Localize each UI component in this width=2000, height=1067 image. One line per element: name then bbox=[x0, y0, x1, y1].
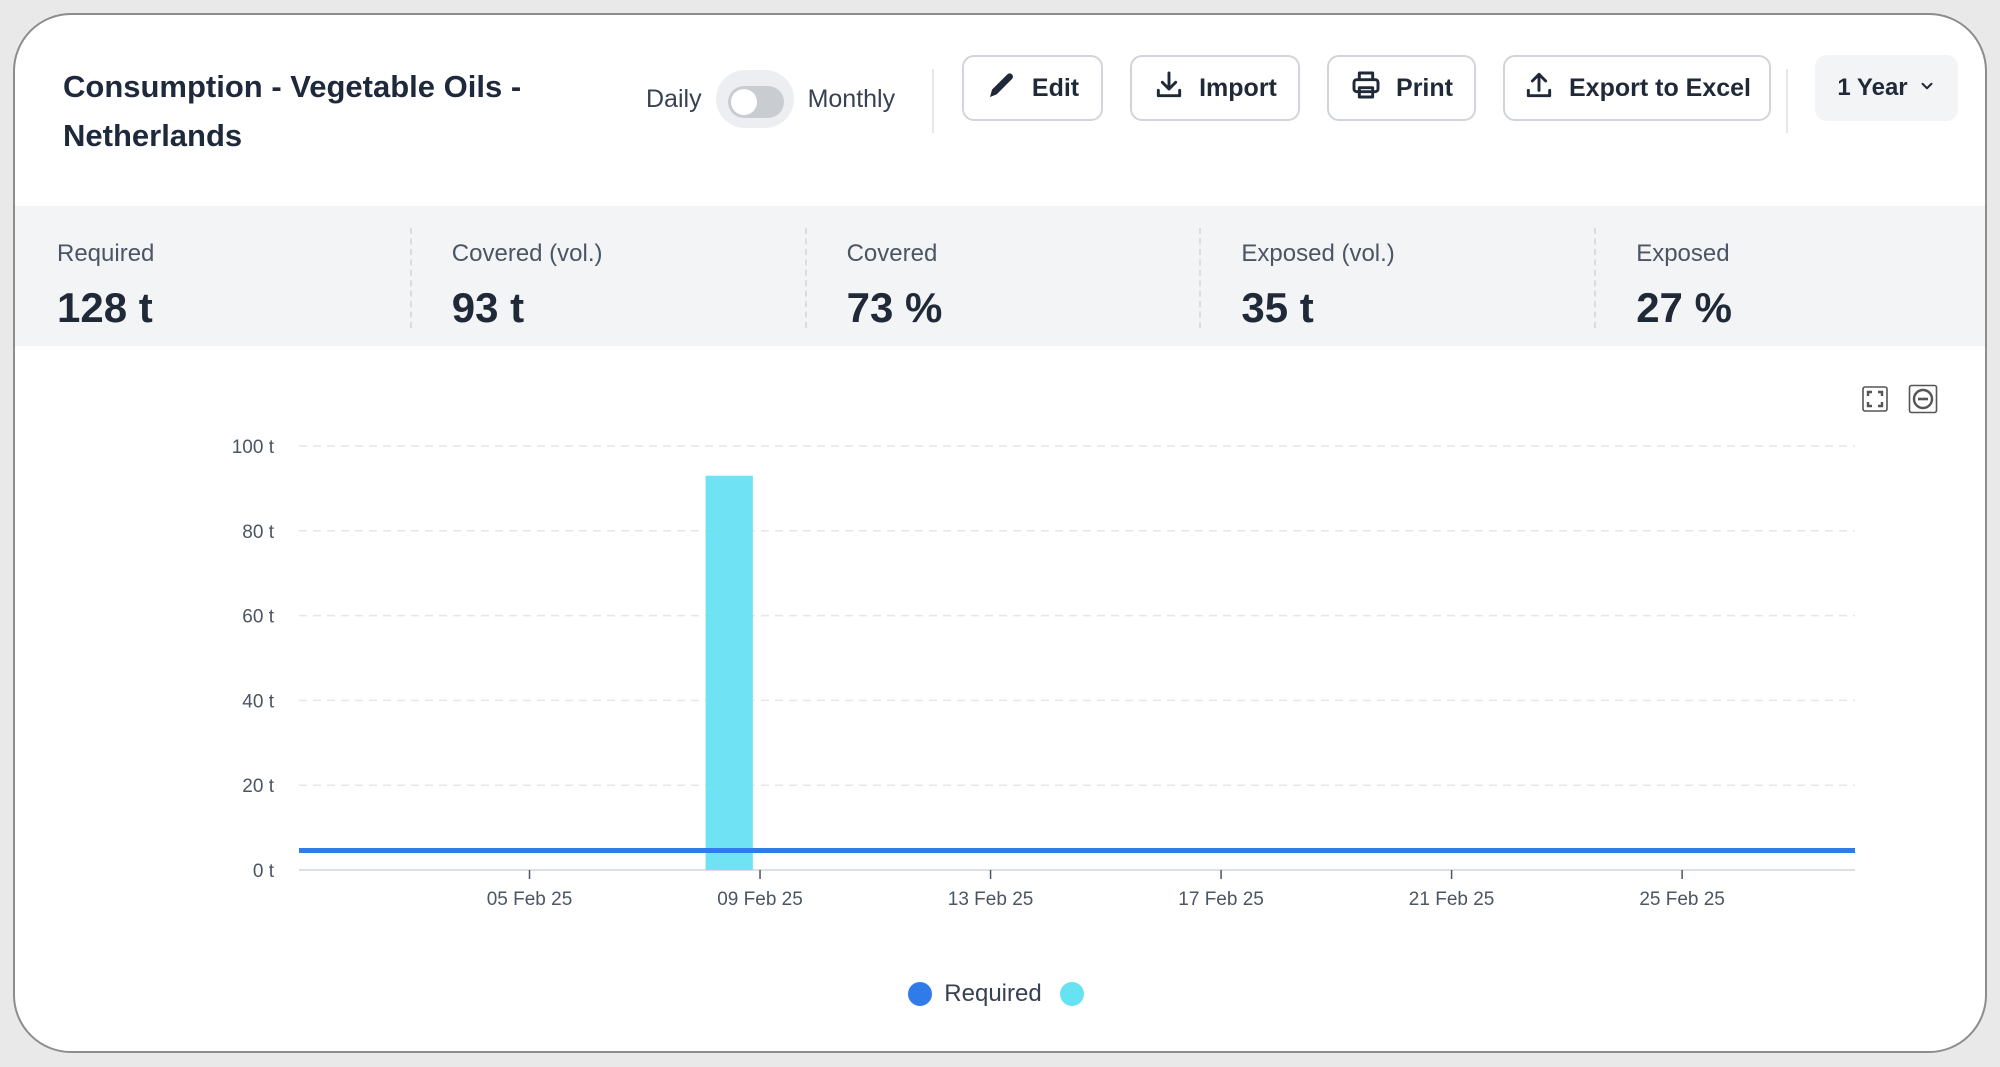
pencil-icon bbox=[986, 69, 1018, 108]
fullscreen-icon[interactable] bbox=[1860, 384, 1890, 414]
header-divider-2 bbox=[1786, 69, 1788, 133]
legend-marker-required[interactable] bbox=[908, 982, 933, 1006]
stat-label: Exposed bbox=[1636, 240, 1730, 267]
x-tick-label: 17 Feb 25 bbox=[1178, 889, 1264, 910]
x-tick-label: 25 Feb 25 bbox=[1639, 889, 1725, 910]
export-to-excel-button[interactable]: Export to Excel bbox=[1503, 55, 1771, 121]
x-tick-label: 21 Feb 25 bbox=[1409, 889, 1495, 910]
chart-legend: Required bbox=[15, 980, 1985, 1008]
legend-label-required[interactable]: Required bbox=[944, 980, 1042, 1007]
print-button-label: Print bbox=[1396, 73, 1453, 102]
x-tick-label: 13 Feb 25 bbox=[948, 889, 1034, 910]
x-tick-label: 09 Feb 25 bbox=[717, 889, 803, 910]
consumption-chart: 0 t 20 t 40 t 60 t 80 t 100 t 05 Feb 25 09 Feb … bbox=[232, 437, 1855, 910]
time-range-select[interactable]: 1 Year bbox=[1815, 55, 1958, 121]
stat-covered-percent: Covered 73 % bbox=[804, 206, 1200, 346]
header-divider bbox=[932, 69, 934, 133]
stat-exposed-volume: Exposed (vol.) 35 t bbox=[1199, 206, 1594, 346]
download-icon bbox=[1153, 69, 1185, 108]
stat-value: 93 t bbox=[451, 284, 525, 331]
import-button[interactable]: Import bbox=[1130, 55, 1300, 121]
y-tick-label: 0 t bbox=[253, 861, 275, 882]
legend-marker-covered[interactable] bbox=[1059, 982, 1084, 1006]
consumption-card: Consumption - Vegetable Oils - Netherlan… bbox=[13, 13, 1987, 1053]
y-tick-label: 100 t bbox=[232, 437, 275, 458]
y-tick-label: 80 t bbox=[242, 522, 274, 543]
zoom-reset-icon[interactable] bbox=[1908, 384, 1938, 414]
stat-value: 35 t bbox=[1241, 284, 1314, 331]
x-tick-label: 05 Feb 25 bbox=[487, 889, 573, 910]
switch-knob bbox=[730, 89, 757, 115]
time-range-value: 1 Year bbox=[1837, 74, 1908, 101]
stat-value: 73 % bbox=[846, 284, 943, 331]
edit-button[interactable]: Edit bbox=[962, 55, 1103, 121]
stat-covered-volume: Covered (vol.) 93 t bbox=[409, 206, 805, 346]
covered-bar bbox=[705, 475, 753, 870]
stat-value: 128 t bbox=[57, 284, 153, 331]
toggle-label-monthly[interactable]: Monthly bbox=[807, 84, 896, 113]
stat-label: Required bbox=[57, 240, 155, 267]
page-title: Consumption - Vegetable Oils - Netherlan… bbox=[63, 69, 522, 153]
stat-label: Covered (vol.) bbox=[451, 240, 603, 267]
stat-required: Required 128 t bbox=[15, 206, 410, 346]
chevron-down-icon bbox=[1918, 74, 1936, 102]
chart-area: 0 t 20 t 40 t 60 t 80 t 100 t 05 Feb 25 09 Feb … bbox=[15, 346, 1985, 1051]
toggle-label-daily[interactable]: Daily bbox=[646, 84, 702, 113]
printer-icon bbox=[1350, 69, 1382, 108]
stat-value: 27 % bbox=[1636, 284, 1732, 331]
daily-monthly-switch[interactable] bbox=[715, 70, 794, 128]
period-toggle: Daily Monthly bbox=[646, 69, 895, 129]
stat-label: Covered bbox=[846, 240, 938, 267]
edit-button-label: Edit bbox=[1031, 73, 1080, 102]
y-tick-label: 40 t bbox=[242, 691, 274, 712]
export-button-label: Export to Excel bbox=[1569, 73, 1751, 102]
print-button[interactable]: Print bbox=[1327, 55, 1476, 121]
upload-icon bbox=[1523, 69, 1555, 108]
y-tick-label: 20 t bbox=[242, 776, 274, 797]
card-header: Consumption - Vegetable Oils - Netherlan… bbox=[15, 15, 1985, 205]
y-tick-label: 60 t bbox=[242, 607, 274, 628]
stat-exposed-percent: Exposed 27 % bbox=[1594, 206, 1985, 346]
import-button-label: Import bbox=[1199, 73, 1277, 102]
summary-stats: Required 128 t Covered (vol.) 93 t Cover… bbox=[15, 206, 1985, 346]
stat-label: Exposed (vol.) bbox=[1241, 240, 1395, 267]
